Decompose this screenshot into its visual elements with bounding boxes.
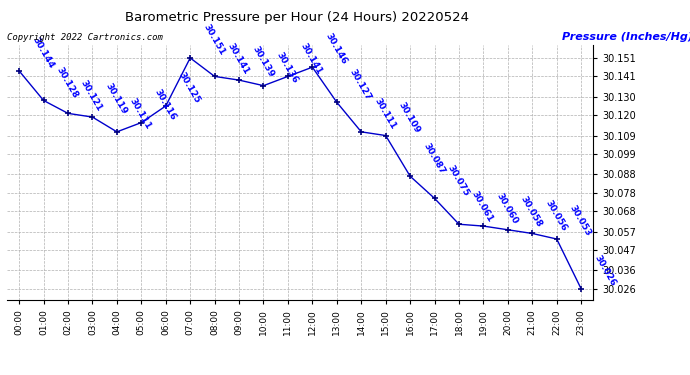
Text: 30.119: 30.119 <box>104 82 128 116</box>
Text: 30.127: 30.127 <box>348 67 373 102</box>
Text: 30.141: 30.141 <box>226 41 251 76</box>
Text: Barometric Pressure per Hour (24 Hours) 20220524: Barometric Pressure per Hour (24 Hours) … <box>125 11 469 24</box>
Text: 30.109: 30.109 <box>397 100 422 135</box>
Text: 30.141: 30.141 <box>299 41 324 76</box>
Text: 30.146: 30.146 <box>324 32 348 66</box>
Text: 30.075: 30.075 <box>446 163 471 198</box>
Text: 30.128: 30.128 <box>55 65 80 100</box>
Text: Pressure (Inches/Hg): Pressure (Inches/Hg) <box>562 33 690 42</box>
Text: 30.139: 30.139 <box>250 45 275 80</box>
Text: 30.087: 30.087 <box>421 141 446 176</box>
Text: 30.053: 30.053 <box>568 204 593 238</box>
Text: 30.151: 30.151 <box>201 23 226 57</box>
Text: 30.026: 30.026 <box>592 254 618 288</box>
Text: 30.125: 30.125 <box>177 71 202 105</box>
Text: Copyright 2022 Cartronics.com: Copyright 2022 Cartronics.com <box>7 33 163 42</box>
Text: 30.060: 30.060 <box>495 191 520 225</box>
Text: 30.121: 30.121 <box>79 78 104 112</box>
Text: 30.058: 30.058 <box>519 195 544 229</box>
Text: 30.111: 30.111 <box>128 97 153 131</box>
Text: 30.061: 30.061 <box>470 189 495 224</box>
Text: 30.144: 30.144 <box>30 36 55 70</box>
Text: 30.056: 30.056 <box>544 198 569 233</box>
Text: 30.136: 30.136 <box>275 51 299 85</box>
Text: 30.116: 30.116 <box>152 87 177 122</box>
Text: 30.111: 30.111 <box>373 97 397 131</box>
